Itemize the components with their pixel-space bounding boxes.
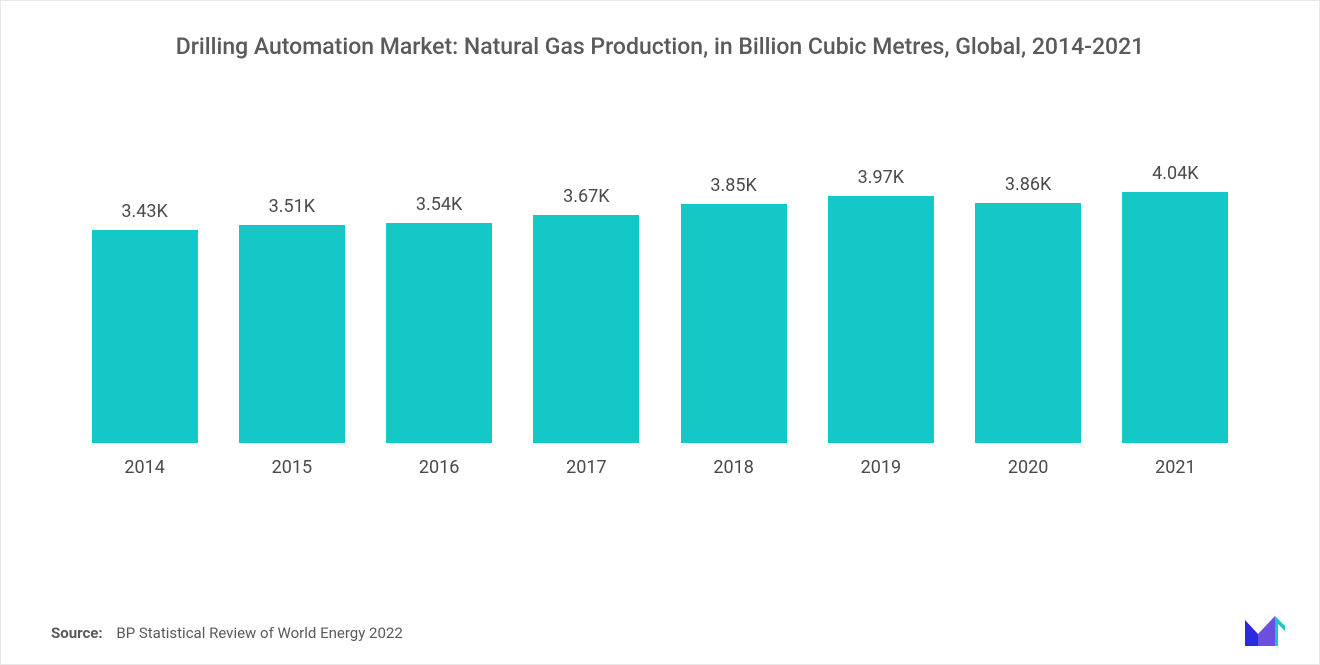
x-axis-labels: 20142015201620172018201920202021 (61, 443, 1259, 478)
bar-value-label: 3.51K (269, 196, 315, 217)
bar (828, 196, 934, 443)
bar-column: 3.51K (218, 123, 365, 443)
source-label: Source: (51, 624, 103, 642)
chart-container: Drilling Automation Market: Natural Gas … (0, 0, 1320, 665)
bar (92, 230, 198, 443)
bar (975, 203, 1081, 443)
x-axis-label: 2017 (513, 457, 660, 478)
x-axis-label: 2016 (366, 457, 513, 478)
logo-left-shape (1245, 620, 1258, 646)
bar-value-label: 3.85K (710, 175, 756, 196)
bar (681, 204, 787, 444)
x-axis-label: 2021 (1102, 457, 1249, 478)
bar-column: 3.54K (366, 123, 513, 443)
bar-column: 3.67K (513, 123, 660, 443)
x-axis-label: 2015 (218, 457, 365, 478)
source-attribution: Source: BP Statistical Review of World E… (51, 624, 403, 642)
bars-row: 3.43K 3.51K 3.54K 3.67K 3.85K 3.97K 3.86K 4.04K (61, 123, 1259, 443)
bar-value-label: 3.43K (121, 201, 167, 222)
chart-area: 3.43K 3.51K 3.54K 3.67K 3.85K 3.97K 3.86K 4.04K… (61, 123, 1259, 493)
x-axis-label: 2018 (660, 457, 807, 478)
bar-column: 3.97K (807, 123, 954, 443)
source-text: BP Statistical Review of World Energy 20… (116, 624, 402, 642)
bar-value-label: 3.97K (858, 167, 904, 188)
logo-right-shape (1258, 616, 1275, 646)
logo-accent-shape (1275, 616, 1285, 646)
bar-column: 3.43K (71, 123, 218, 443)
bar-value-label: 3.54K (416, 194, 462, 215)
chart-title: Drilling Automation Market: Natural Gas … (110, 31, 1210, 63)
bar-column: 4.04K (1102, 123, 1249, 443)
bar-value-label: 3.86K (1005, 174, 1051, 195)
bar (533, 215, 639, 443)
bar (1122, 192, 1228, 443)
bar (386, 223, 492, 443)
bar-column: 3.85K (660, 123, 807, 443)
x-axis-label: 2020 (955, 457, 1102, 478)
bar (239, 225, 345, 443)
bar-value-label: 3.67K (563, 186, 609, 207)
x-axis-label: 2014 (71, 457, 218, 478)
bar-column: 3.86K (955, 123, 1102, 443)
brand-logo (1245, 614, 1297, 646)
x-axis-label: 2019 (807, 457, 954, 478)
bar-value-label: 4.04K (1152, 163, 1198, 184)
